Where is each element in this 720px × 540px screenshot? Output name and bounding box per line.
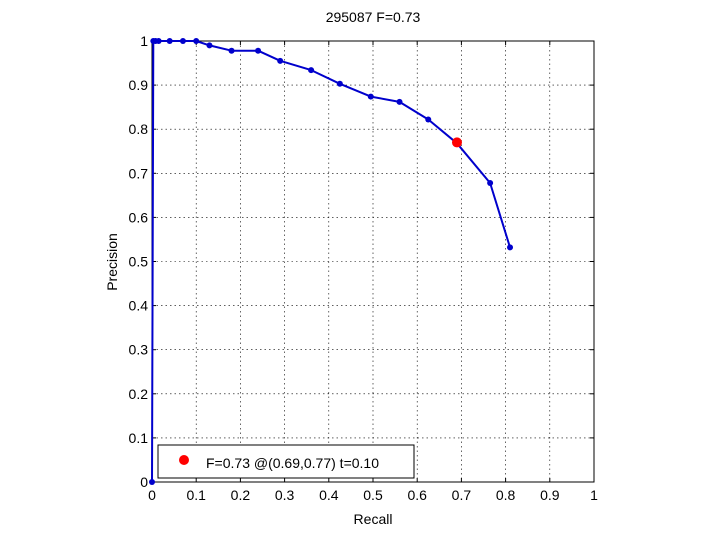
legend-box bbox=[157, 444, 415, 479]
chart-title: 295087 F=0.73 bbox=[326, 9, 421, 25]
x-axis-label: Recall bbox=[354, 511, 393, 527]
x-tick-label: 0 bbox=[148, 487, 156, 503]
y-axis-label: Precision bbox=[104, 233, 120, 291]
data-point bbox=[367, 93, 374, 100]
data-point bbox=[308, 67, 315, 74]
x-tick-label: 0.4 bbox=[319, 487, 339, 503]
x-tick-label: 0.5 bbox=[363, 487, 383, 503]
x-tick-label: 0.1 bbox=[186, 487, 206, 503]
data-point bbox=[487, 180, 494, 187]
data-point bbox=[507, 244, 514, 251]
x-tick-label: 1 bbox=[590, 487, 598, 503]
y-tick-label: 0 bbox=[140, 474, 148, 490]
legend-label: F=0.73 @(0.69,0.77) t=0.10 bbox=[206, 455, 379, 471]
x-tick-label: 0.6 bbox=[407, 487, 427, 503]
data-point bbox=[277, 57, 284, 64]
best-f-marker bbox=[451, 137, 462, 148]
y-tick-label: 0.2 bbox=[129, 386, 149, 402]
y-tick-label: 0.7 bbox=[129, 165, 149, 181]
y-tick-label: 0.6 bbox=[129, 209, 149, 225]
data-point bbox=[206, 42, 213, 49]
x-tick-label: 0.3 bbox=[275, 487, 295, 503]
data-point bbox=[193, 38, 200, 44]
x-tick-label: 0.8 bbox=[496, 487, 516, 503]
y-tick-label: 0.3 bbox=[129, 342, 149, 358]
data-point bbox=[179, 38, 186, 44]
data-point bbox=[255, 47, 262, 54]
grid-lines bbox=[152, 41, 594, 482]
data-point bbox=[396, 98, 403, 105]
data-point bbox=[155, 38, 162, 44]
y-tick-label: 0.1 bbox=[129, 430, 149, 446]
data-point bbox=[425, 116, 432, 123]
data-point bbox=[149, 479, 155, 485]
y-tick-label: 0.9 bbox=[129, 77, 149, 93]
x-tick-labels: 0 0.1 0.2 0.3 0.4 0.5 0.6 0.7 0.8 0.9 1 bbox=[148, 487, 598, 503]
x-tick-label: 0.7 bbox=[452, 487, 472, 503]
y-tick-labels: 0 0.1 0.2 0.3 0.4 0.5 0.6 0.7 0.8 0.9 1 bbox=[129, 33, 149, 490]
x-tick-label: 0.9 bbox=[540, 487, 560, 503]
data-point bbox=[336, 80, 343, 87]
x-tick-label: 0.2 bbox=[231, 487, 251, 503]
y-tick-label: 0.5 bbox=[129, 254, 149, 270]
y-tick-label: 0.4 bbox=[129, 298, 149, 314]
data-point bbox=[228, 47, 235, 54]
series-layer bbox=[149, 38, 514, 485]
data-point bbox=[166, 38, 173, 44]
y-tick-label: 1 bbox=[140, 33, 148, 49]
legend: F=0.73 @(0.69,0.77) t=0.10 bbox=[157, 444, 415, 479]
highlight-layer bbox=[451, 137, 462, 148]
y-tick-label: 0.8 bbox=[129, 121, 149, 137]
legend-marker bbox=[179, 455, 189, 465]
